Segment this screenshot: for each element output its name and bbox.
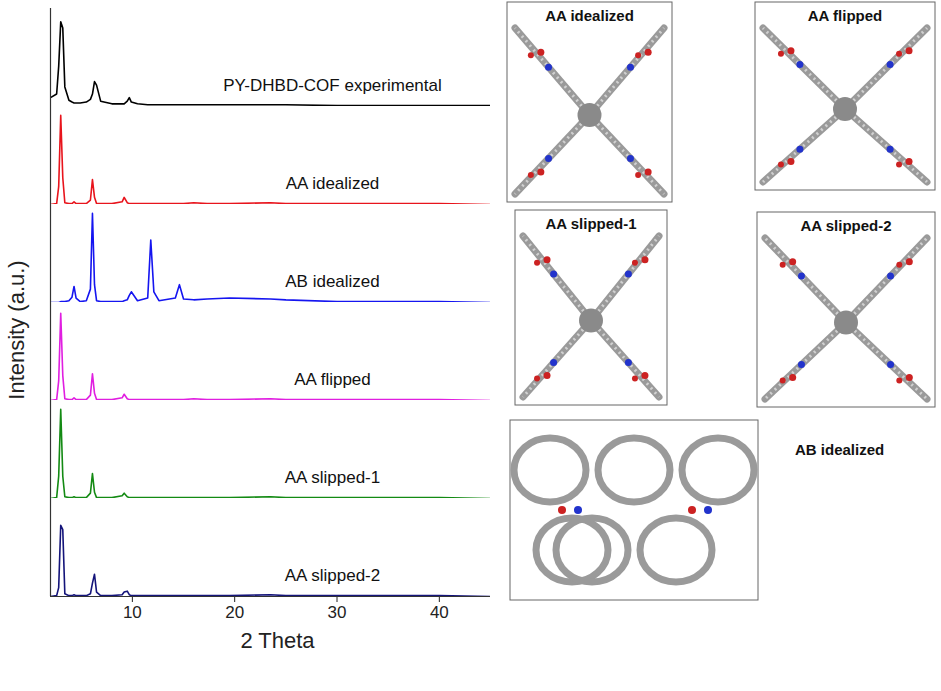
svg-text:AA slipped-2: AA slipped-2 <box>285 566 380 585</box>
svg-text:AA slipped-2: AA slipped-2 <box>800 217 891 234</box>
html-text:Intensity (a.u.): Intensity (a.u.) <box>4 260 29 400</box>
svg-text:AB idealized: AB idealized <box>285 272 380 291</box>
svg-text:AA slipped-1: AA slipped-1 <box>545 215 636 232</box>
svg-text:AA idealized: AA idealized <box>286 174 380 193</box>
html-text:2 Theta: 2 Theta <box>240 628 315 653</box>
svg-text:AA flipped: AA flipped <box>808 7 882 24</box>
svg-text:10: 10 <box>123 603 142 622</box>
svg-text:PY-DHBD-COF experimental: PY-DHBD-COF experimental <box>223 76 442 95</box>
svg-text:AB idealized: AB idealized <box>795 441 884 458</box>
svg-text:30: 30 <box>328 603 347 622</box>
svg-text:AA idealized: AA idealized <box>545 7 634 24</box>
svg-text:AA slipped-1: AA slipped-1 <box>285 468 380 487</box>
svg-text:40: 40 <box>430 603 449 622</box>
svg-text:20: 20 <box>225 603 244 622</box>
svg-text:AA flipped: AA flipped <box>294 370 371 389</box>
